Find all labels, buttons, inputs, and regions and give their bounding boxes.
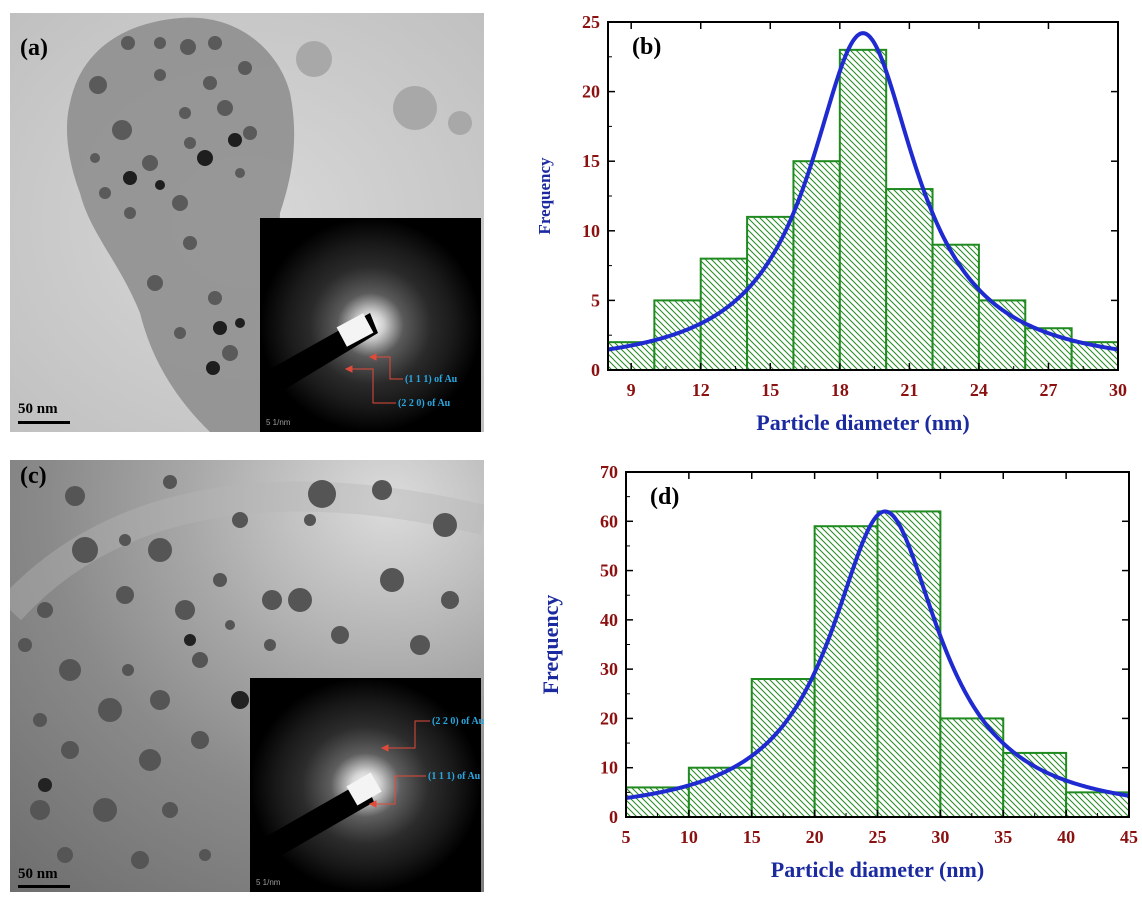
y-tick-label-d-0: 0 bbox=[609, 807, 618, 827]
tem-micrograph-c bbox=[10, 460, 484, 892]
inset-label-c-220: (2 2 0) of Au bbox=[432, 716, 484, 727]
x-tick-label-d-2: 15 bbox=[743, 827, 761, 847]
histogram-b: 9 12 15 18 21 24 27 30 0 5 10 15 20 25 Particle diamet… bbox=[500, 0, 1142, 452]
bar-b-5 bbox=[838, 48, 888, 372]
histogram-d: 5 10 15 20 25 30 35 40 45 0 10 20 30 40 50 60 70 Particle… bbox=[500, 452, 1142, 904]
y-tick-label-b-1: 5 bbox=[591, 290, 600, 310]
y-tick-label-b-4: 20 bbox=[582, 82, 600, 102]
y-tick-label-d-2: 20 bbox=[600, 708, 618, 728]
bar-d-6 bbox=[1002, 751, 1068, 818]
inset-label-a-220: (2 2 0) of Au bbox=[398, 398, 451, 409]
inset-label-c-111: (1 1 1) of Au bbox=[428, 771, 481, 782]
bar-d-4 bbox=[876, 510, 942, 819]
x-tick-label-b-0: 9 bbox=[627, 380, 636, 400]
x-tick-label-b-1: 12 bbox=[692, 380, 710, 400]
y-tick-label-d-7: 70 bbox=[600, 462, 618, 482]
inset-arrows-c bbox=[368, 720, 430, 808]
x-tick-label-b-6: 27 bbox=[1039, 380, 1057, 400]
x-tick-label-d-4: 25 bbox=[869, 827, 887, 847]
histogram-b-svg: 9 12 15 18 21 24 27 30 0 5 10 15 20 25 Particle diamet… bbox=[535, 12, 1127, 435]
x-tick-label-b-4: 21 bbox=[900, 380, 918, 400]
inset-scale-c: 5 1/nm bbox=[256, 878, 281, 887]
inset-label-a-111: (1 1 1) of Au bbox=[405, 374, 458, 385]
inset-arrows-a bbox=[344, 353, 403, 404]
x-axis-title-d: Particle diameter (nm) bbox=[771, 857, 984, 882]
y-tick-label-d-1: 10 bbox=[600, 758, 618, 778]
tem-micrograph-a bbox=[10, 13, 484, 432]
y-tick-label-b-5: 25 bbox=[582, 12, 600, 32]
y-tick-label-d-3: 30 bbox=[600, 659, 618, 679]
y-axis-title-d: Frequency bbox=[538, 595, 563, 695]
bar-b-7 bbox=[931, 243, 980, 371]
scale-bar-c bbox=[18, 885, 70, 888]
panel-letter-a: (a) bbox=[20, 35, 48, 61]
x-tick-label-d-6: 35 bbox=[994, 827, 1012, 847]
histogram-d-svg: 5 10 15 20 25 30 35 40 45 0 10 20 30 40 50 60 70 Particle… bbox=[538, 462, 1138, 882]
bar-b-6 bbox=[885, 188, 934, 371]
scale-bar-label-c: 50 nm bbox=[18, 866, 58, 882]
x-axis-title-b: Particle diameter (nm) bbox=[756, 410, 969, 435]
x-tick-label-d-0: 5 bbox=[622, 827, 631, 847]
x-tick-label-d-8: 45 bbox=[1120, 827, 1138, 847]
x-tick-label-d-7: 40 bbox=[1057, 827, 1075, 847]
x-tick-label-d-1: 10 bbox=[680, 827, 698, 847]
inset-scale-a: 5 1/nm bbox=[266, 418, 291, 427]
bar-d-3 bbox=[813, 525, 879, 818]
x-tick-label-b-2: 15 bbox=[761, 380, 779, 400]
y-tick-label-d-4: 40 bbox=[600, 610, 618, 630]
x-tick-label-b-5: 24 bbox=[970, 380, 988, 400]
y-tick-label-d-5: 50 bbox=[600, 561, 618, 581]
x-tick-label-b-3: 18 bbox=[831, 380, 849, 400]
fit-curve-b bbox=[607, 31, 1119, 352]
y-tick-label-d-6: 60 bbox=[600, 511, 618, 531]
panel-letter-b: (b) bbox=[632, 34, 661, 60]
scale-bar-label-a: 50 nm bbox=[18, 401, 58, 417]
y-tick-label-b-0: 0 bbox=[591, 360, 600, 380]
fit-curve-d bbox=[625, 509, 1130, 801]
scale-bar-a bbox=[18, 421, 70, 424]
x-tick-label-d-3: 20 bbox=[806, 827, 824, 847]
y-tick-label-b-2: 10 bbox=[582, 221, 600, 241]
bar-d-7 bbox=[1065, 791, 1130, 819]
panel-letter-c: (c) bbox=[20, 463, 47, 489]
panel-letter-d: (d) bbox=[650, 484, 679, 510]
y-axis-title-b: Frequency bbox=[535, 157, 554, 235]
x-tick-label-b-7: 30 bbox=[1109, 380, 1127, 400]
bar-b-3 bbox=[746, 215, 795, 371]
tem-image-c: (c) 50 nm (2 2 0) of Au (1 1 1) of Au 5 … bbox=[10, 460, 484, 892]
y-tick-label-b-3: 15 bbox=[582, 151, 600, 171]
x-tick-label-d-5: 30 bbox=[931, 827, 949, 847]
bar-b-2 bbox=[699, 257, 749, 372]
tem-image-a: (a) 50 nm (1 1 1) of Au (2 2 0) of Au 5 … bbox=[10, 13, 484, 432]
